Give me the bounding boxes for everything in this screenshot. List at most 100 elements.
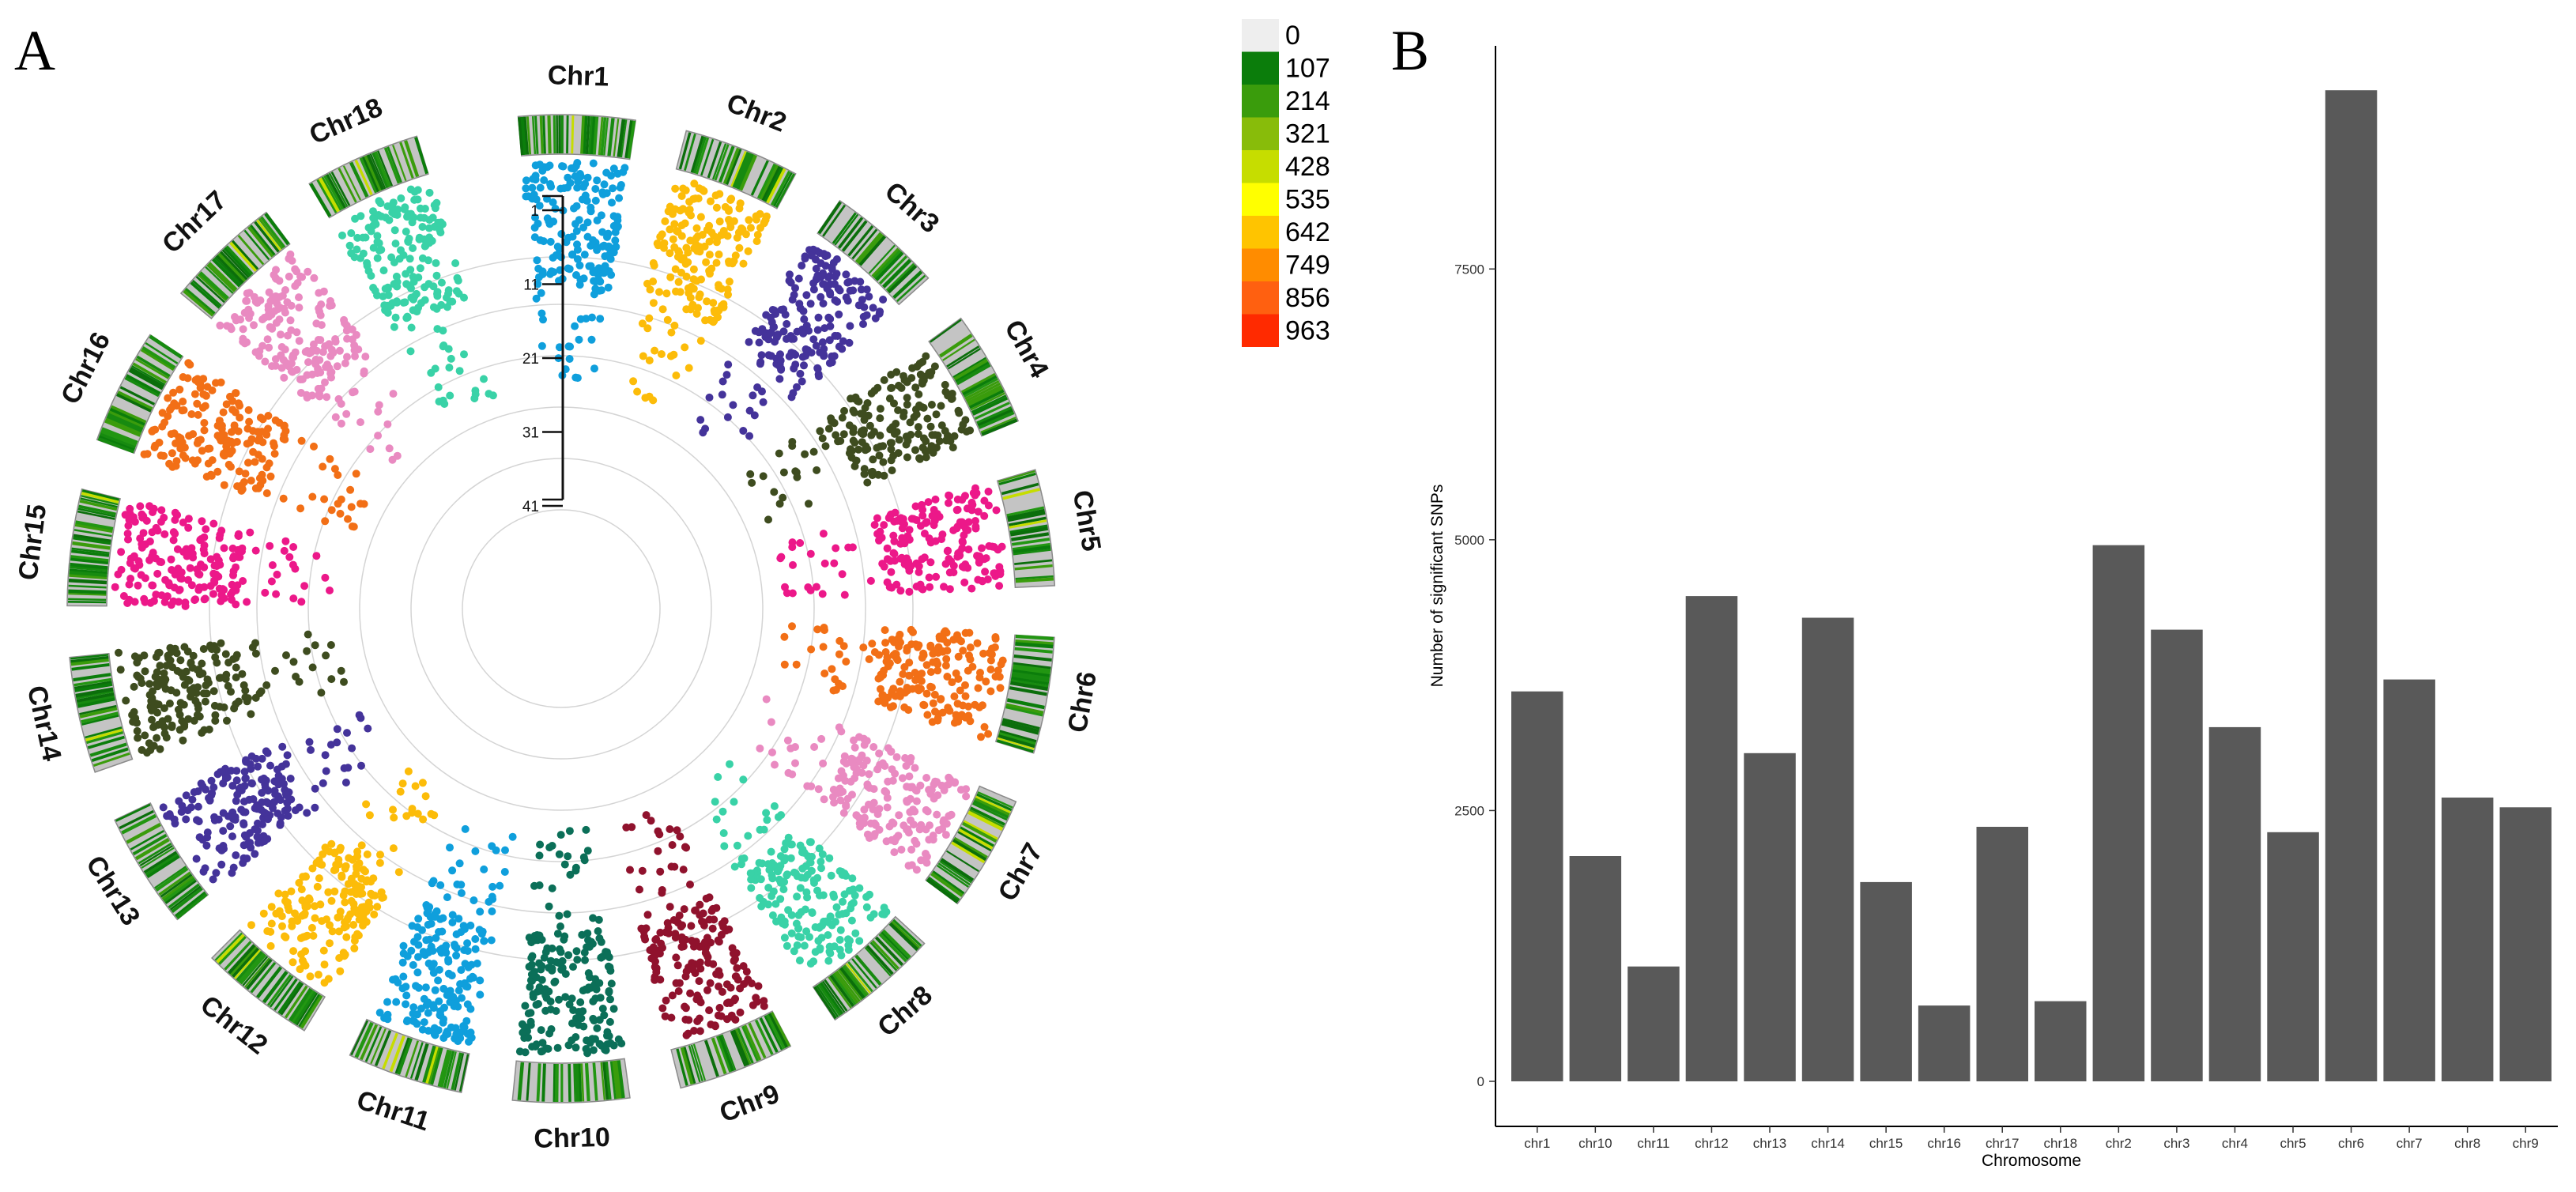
snp-point xyxy=(115,649,123,657)
snp-point xyxy=(588,314,596,322)
snp-point xyxy=(693,310,701,318)
snp-point xyxy=(770,888,778,896)
snp-point xyxy=(473,960,481,968)
snp-point xyxy=(791,351,799,359)
snp-point xyxy=(232,851,239,859)
snp-point xyxy=(711,798,719,805)
snp-point xyxy=(168,430,175,438)
snp-point xyxy=(835,775,843,783)
snp-point xyxy=(873,765,881,773)
snp-point xyxy=(735,244,743,252)
snp-point xyxy=(319,779,327,787)
x-tick-label: chr10 xyxy=(1578,1136,1612,1151)
snp-point xyxy=(480,866,488,873)
snp-point xyxy=(436,881,444,889)
snp-point xyxy=(322,393,330,401)
snp-point xyxy=(387,302,395,310)
snp-point xyxy=(933,410,941,418)
snp-point xyxy=(807,300,815,307)
snp-point xyxy=(458,889,466,897)
snp-point xyxy=(539,270,547,278)
snp-point xyxy=(295,293,303,301)
snp-point xyxy=(783,942,791,950)
snp-point xyxy=(546,220,554,228)
snp-point xyxy=(421,243,429,251)
snp-point xyxy=(300,960,308,968)
snp-point xyxy=(213,659,221,667)
snp-point xyxy=(995,563,1003,571)
snp-point xyxy=(831,280,839,288)
snp-point xyxy=(177,434,185,442)
snp-point xyxy=(925,836,933,843)
snp-point xyxy=(839,898,847,906)
snp-point xyxy=(588,336,596,344)
snp-point xyxy=(206,726,213,734)
snp-point xyxy=(476,990,484,998)
snp-point xyxy=(975,685,983,692)
snp-point xyxy=(948,811,956,819)
snp-point xyxy=(535,960,543,968)
snp-point xyxy=(175,386,183,394)
snp-point xyxy=(298,885,306,893)
snp-point xyxy=(915,402,923,409)
chr-label-chr8: Chr8 xyxy=(872,980,938,1043)
snp-point xyxy=(285,273,293,281)
snp-point xyxy=(294,279,302,287)
chr-label-chr15: Chr15 xyxy=(13,503,52,582)
legend-swatch xyxy=(1242,216,1279,249)
snp-point xyxy=(617,181,625,189)
chr-label-chr4: Chr4 xyxy=(998,315,1054,383)
snp-point xyxy=(869,743,877,751)
snp-point xyxy=(935,826,943,834)
snp-point xyxy=(681,905,688,913)
snp-point xyxy=(675,278,683,286)
snp-point xyxy=(715,284,722,292)
snp-point xyxy=(332,413,340,421)
snp-point xyxy=(480,937,488,945)
snp-point xyxy=(247,477,255,485)
snp-point xyxy=(336,347,344,355)
snp-point xyxy=(775,813,783,821)
snp-point xyxy=(771,761,779,769)
snp-point xyxy=(718,390,726,398)
snp-point xyxy=(516,1047,524,1055)
snp-point xyxy=(715,983,722,990)
snp-point xyxy=(344,764,352,771)
snp-point xyxy=(927,368,935,376)
snp-point xyxy=(650,943,658,951)
snp-point xyxy=(865,770,873,778)
snp-point xyxy=(134,734,141,742)
snp-point xyxy=(826,272,834,280)
snp-point xyxy=(803,893,811,901)
snp-point xyxy=(959,647,967,654)
snp-point xyxy=(739,225,747,233)
snp-point xyxy=(832,545,839,553)
snp-point xyxy=(896,687,904,695)
snp-point xyxy=(596,315,604,323)
snp-point xyxy=(784,737,792,745)
snp-point xyxy=(748,979,756,987)
snp-point xyxy=(555,912,563,920)
snp-point xyxy=(836,437,844,445)
snp-point xyxy=(947,557,955,565)
snp-point xyxy=(801,906,809,914)
snp-point xyxy=(946,568,954,576)
snp-point xyxy=(605,251,613,258)
snp-point xyxy=(879,760,887,768)
snp-point xyxy=(232,673,240,681)
snp-point xyxy=(839,910,847,918)
snp-point xyxy=(402,228,410,236)
snp-point xyxy=(168,566,175,574)
snp-point xyxy=(656,868,664,876)
snp-point xyxy=(888,423,896,431)
snp-point xyxy=(923,711,931,719)
snp-point xyxy=(602,169,610,177)
snp-point xyxy=(435,383,443,391)
snp-point xyxy=(873,515,881,522)
snp-point xyxy=(564,951,572,959)
snp-point xyxy=(414,933,422,941)
snp-point xyxy=(760,997,768,1005)
snp-point xyxy=(899,524,907,532)
snp-point xyxy=(402,983,409,990)
snp-point xyxy=(317,311,325,319)
